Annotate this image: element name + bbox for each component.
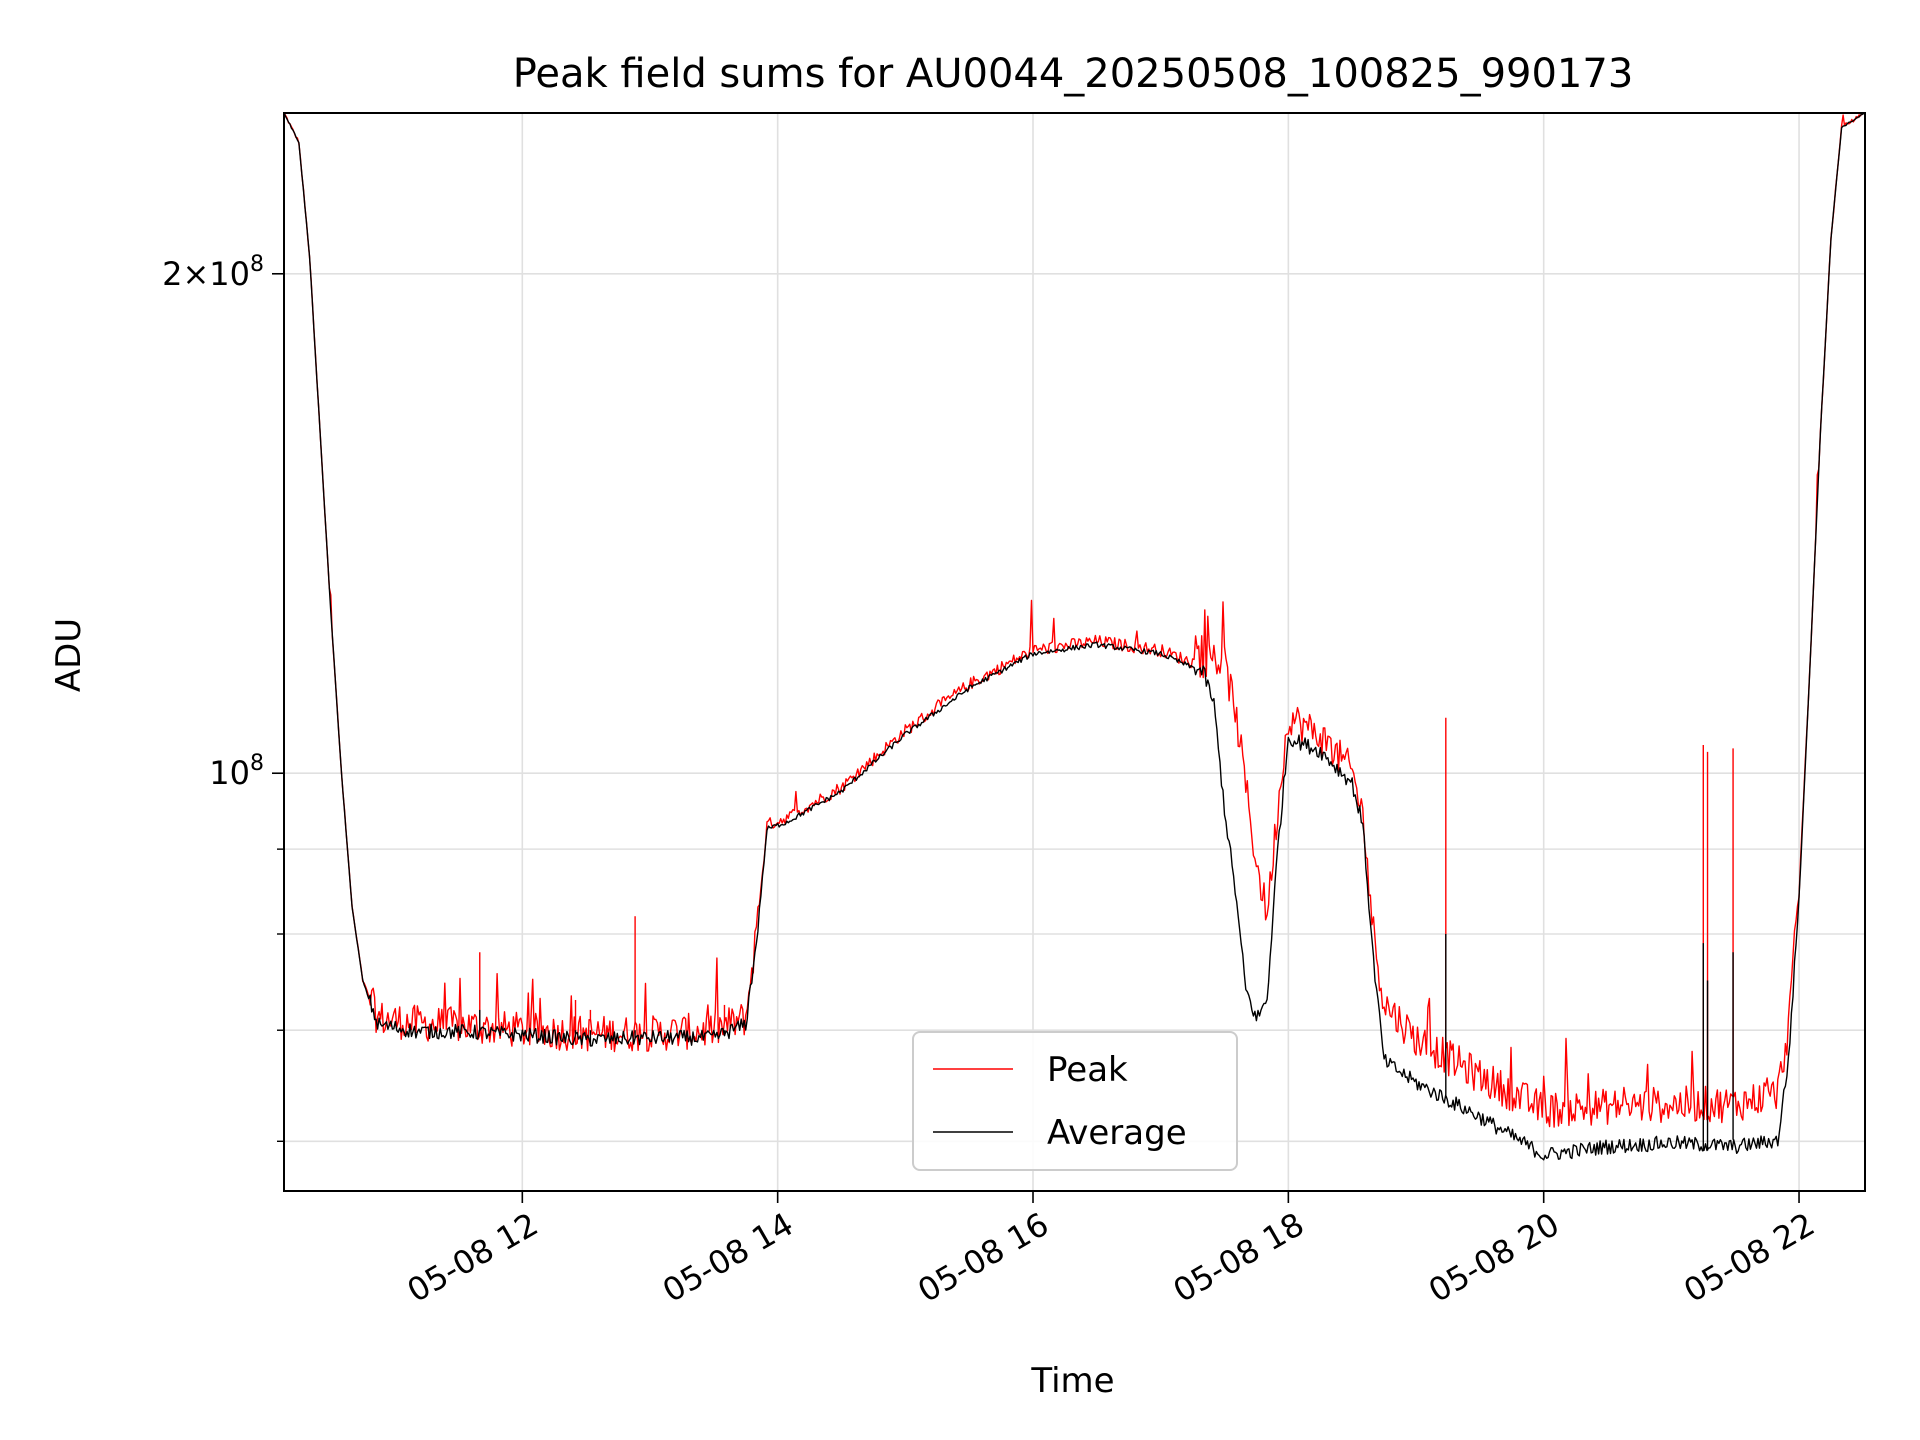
axes-frame — [283, 112, 1866, 1192]
legend-label-peak: Peak — [1047, 1050, 1128, 1090]
legend-label-average: Average — [1047, 1113, 1187, 1153]
legend: Peak Average — [912, 1031, 1238, 1171]
series-average-line — [284, 113, 1865, 1161]
y-tick-label: 2×108 — [162, 252, 264, 293]
chart-title: Peak field sums for AU0044_20250508_1008… — [513, 51, 1634, 97]
y-tick-label: 108 — [209, 751, 264, 792]
x-axis-label: Time — [1030, 1361, 1114, 1401]
series-average-group — [284, 113, 1865, 1161]
grid-lines — [284, 113, 1865, 1191]
y-axis-label: ADU — [49, 618, 89, 692]
plot-area — [284, 113, 1865, 1161]
legend-box — [912, 1031, 1238, 1171]
series-peak-line — [284, 113, 1865, 1128]
